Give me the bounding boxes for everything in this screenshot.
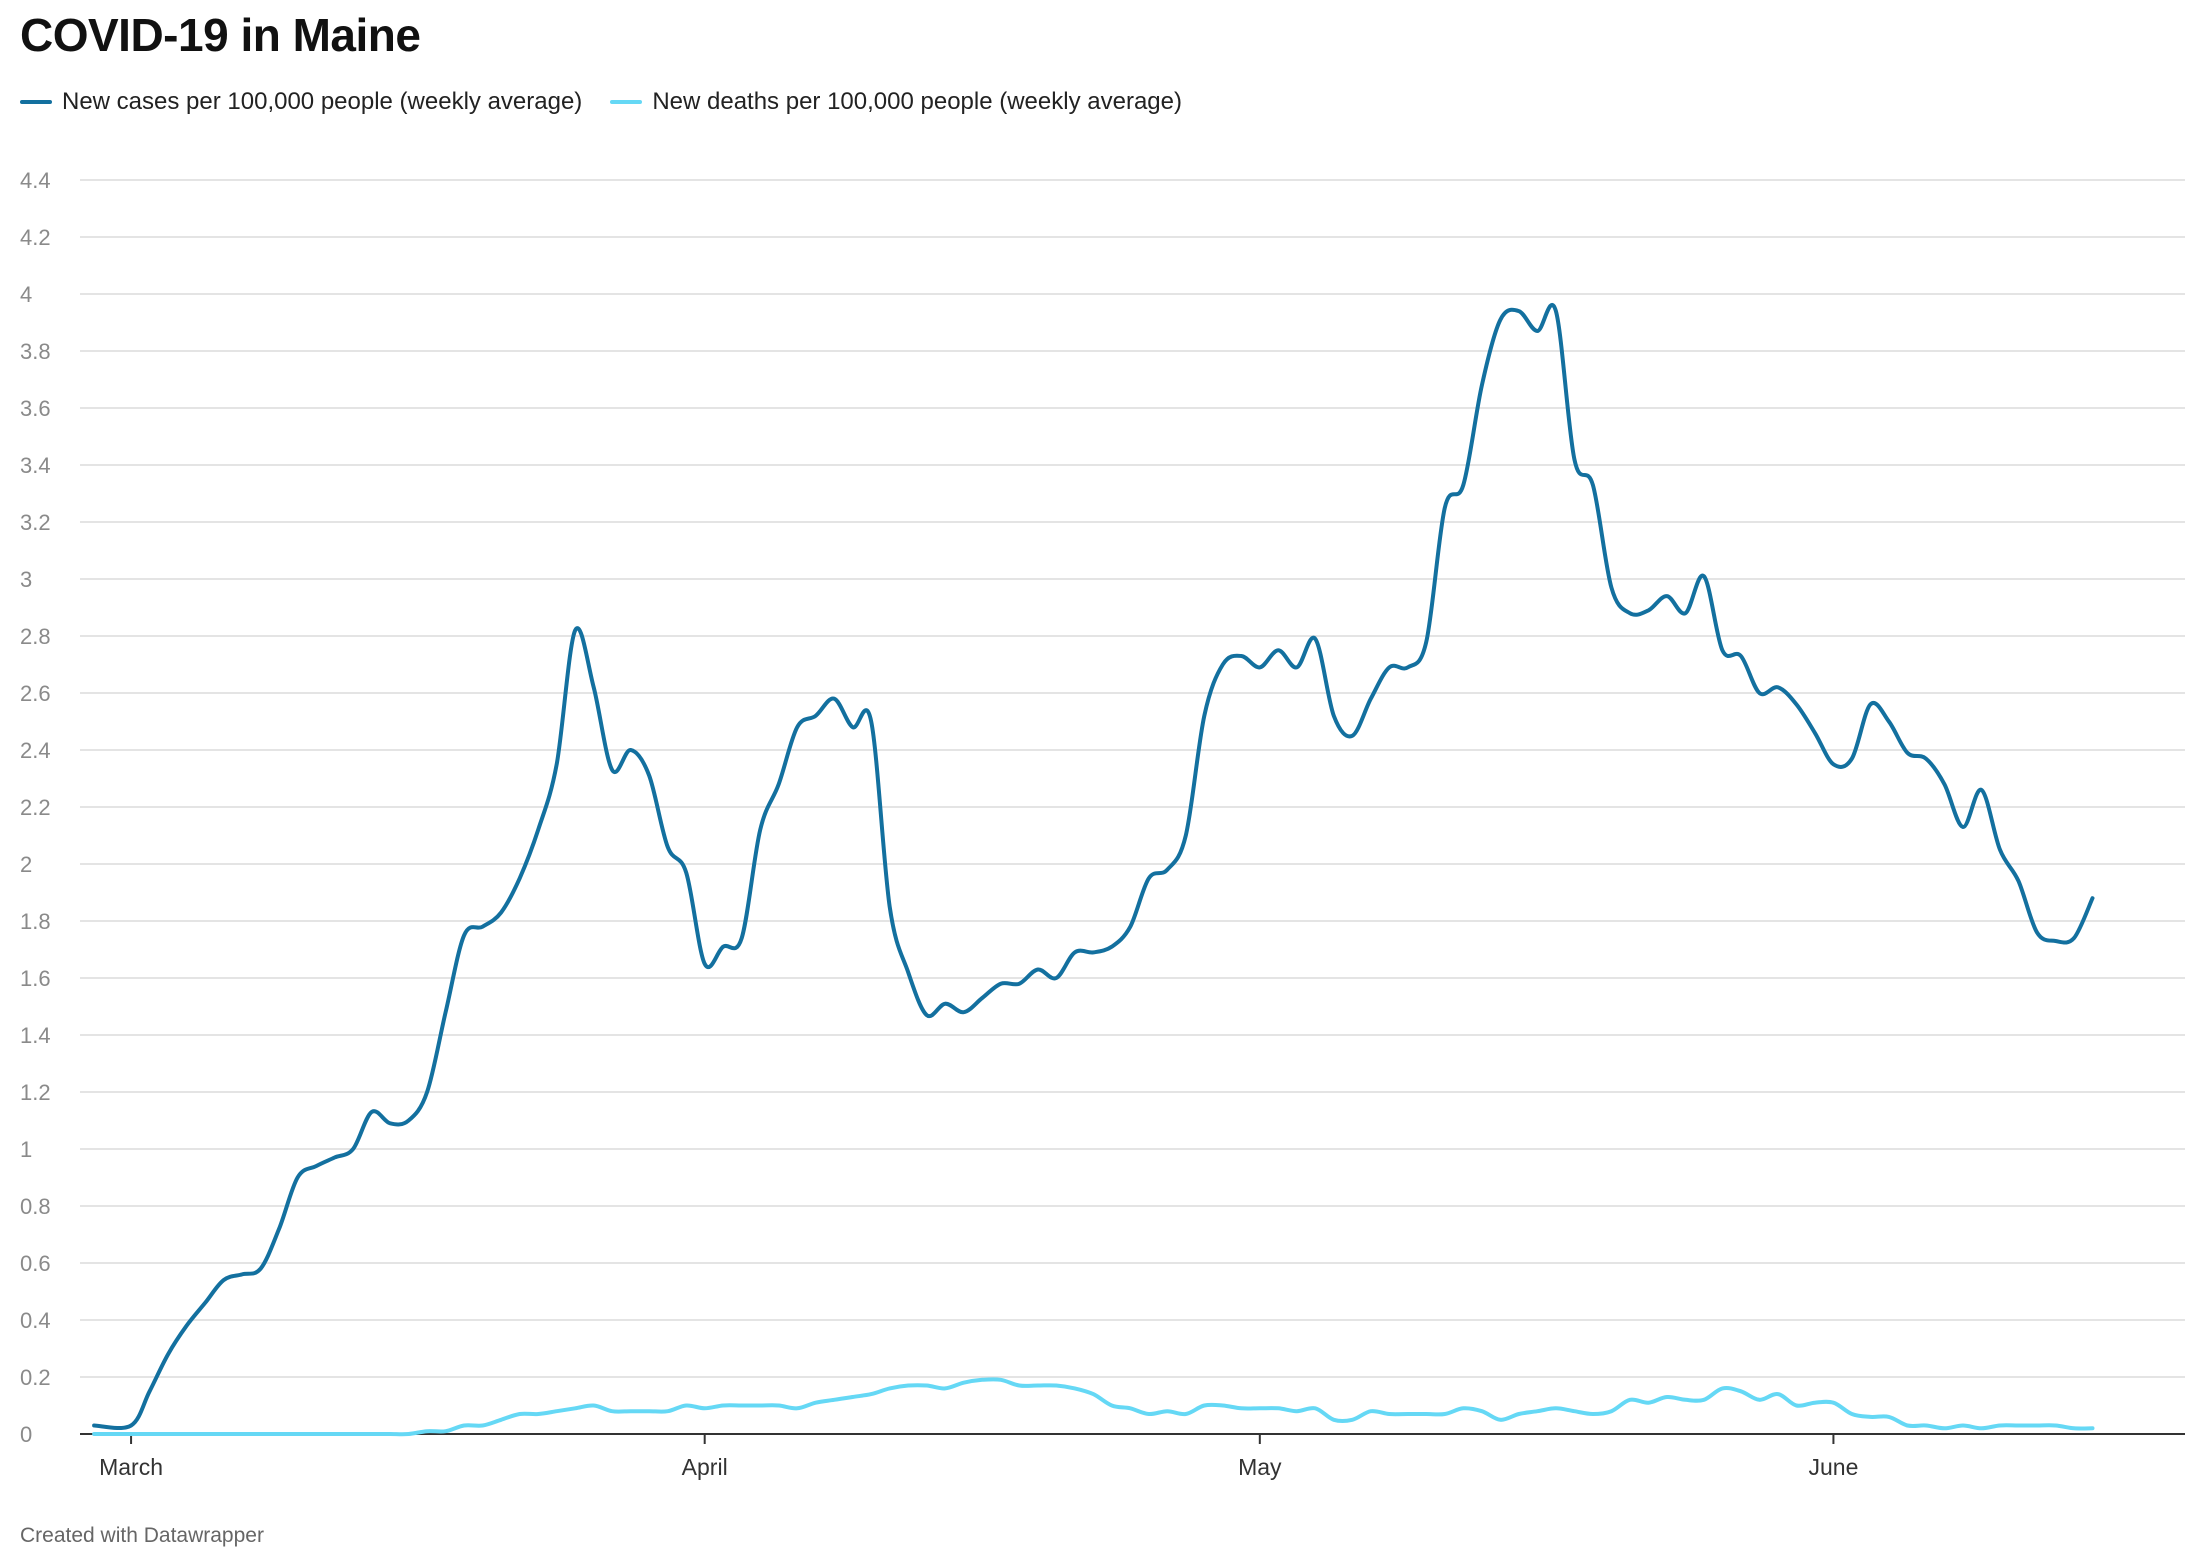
series-lines [92, 302, 2095, 1437]
legend-item-deaths: New deaths per 100,000 people (weekly av… [610, 88, 1182, 116]
y-tick-label: 1.4 [20, 1023, 51, 1048]
series-line-new-cases [92, 302, 2095, 1431]
y-tick-label: 0.2 [20, 1365, 51, 1390]
y-tick-label: 1.2 [20, 1080, 51, 1105]
y-tick-label: 2 [20, 852, 32, 877]
legend-swatch-cases [20, 100, 52, 104]
y-tick-label: 2.6 [20, 681, 51, 706]
y-tick-label: 4.4 [20, 168, 51, 193]
x-tick-label: March [99, 1454, 163, 1480]
y-tick-label: 0 [20, 1422, 32, 1447]
x-tick-label: April [682, 1454, 728, 1480]
footer-credit: Created with Datawrapper [20, 1524, 264, 1547]
y-tick-label: 1.6 [20, 966, 51, 991]
y-tick-label: 2.4 [20, 738, 51, 763]
y-tick-label: 1 [20, 1137, 32, 1162]
chart-title: COVID-19 in Maine [20, 9, 421, 61]
x-axis: March April May June [80, 1433, 2185, 1480]
y-tick-label: 3.2 [20, 510, 51, 535]
legend-label-cases: New cases per 100,000 people (weekly ave… [62, 88, 583, 115]
y-tick-label: 2.8 [20, 624, 51, 649]
y-tick-label: 3.6 [20, 396, 51, 421]
y-tick-label: 3 [20, 567, 32, 592]
legend: New cases per 100,000 people (weekly ave… [20, 88, 1182, 116]
legend-swatch-deaths [610, 100, 643, 104]
y-tick-label: 3.4 [20, 453, 51, 478]
y-tick-label: 0.8 [20, 1194, 51, 1219]
y-tick-label: 0.4 [20, 1308, 51, 1333]
y-tick-label: 0.6 [20, 1251, 51, 1276]
y-tick-label: 4 [20, 282, 32, 307]
gridlines [80, 179, 2185, 1378]
y-tick-label: 4.2 [20, 225, 51, 250]
y-tick-label: 1.8 [20, 909, 51, 934]
series-line-new-deaths [92, 1377, 2095, 1437]
y-axis-tick-labels: 0 0.2 0.4 0.6 0.8 1 1.2 1.4 1.6 1.8 2 2.2 2.4 2.6 2.8 3… [20, 168, 51, 1447]
y-tick-label: 2.2 [20, 795, 51, 820]
x-tick-label: May [1238, 1454, 1282, 1480]
x-tick-label: June [1808, 1454, 1858, 1480]
y-tick-label: 3.8 [20, 339, 51, 364]
legend-item-cases: New cases per 100,000 people (weekly ave… [20, 88, 582, 116]
legend-label-deaths: New deaths per 100,000 people (weekly av… [652, 88, 1182, 115]
